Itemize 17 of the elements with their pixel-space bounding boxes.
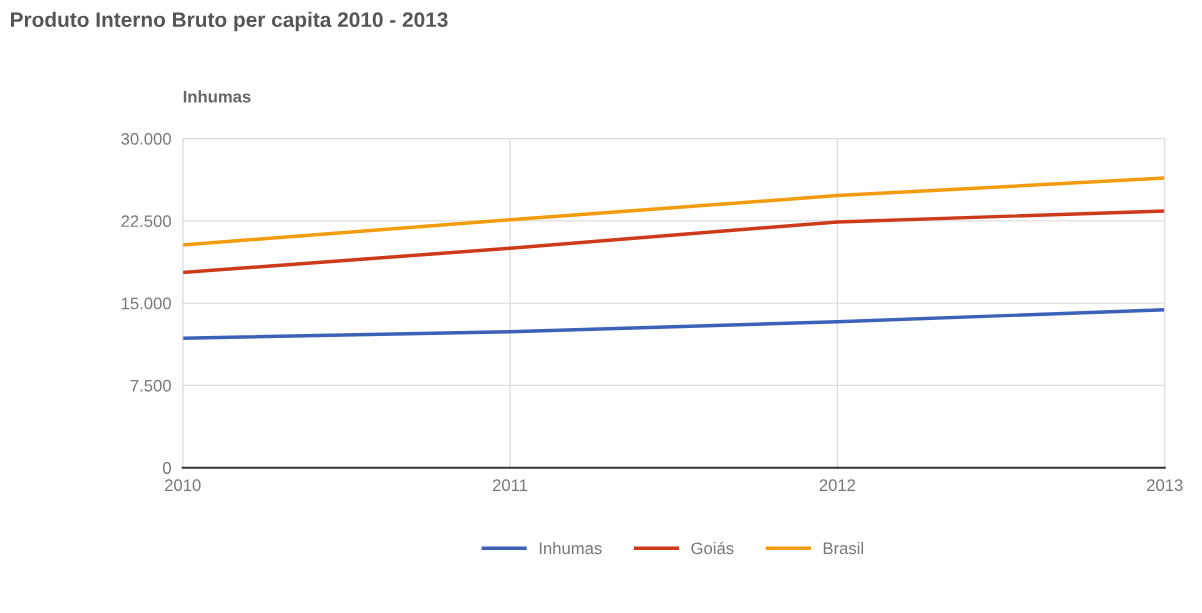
- legend-label: Inhumas: [539, 541, 602, 555]
- chart-subtitle: Inhumas: [183, 90, 251, 103]
- line-series: [182, 176, 1165, 247]
- line-series: [182, 307, 1165, 340]
- y-tick-label: 0: [162, 462, 171, 474]
- legend-label: Goiás: [691, 541, 734, 555]
- y-tick-label: 30.000: [121, 132, 171, 145]
- y-tick-label: 22.500: [121, 215, 171, 228]
- x-tick-label: 2012: [819, 479, 856, 492]
- x-tick-label: 2011: [492, 479, 528, 492]
- line-series: [182, 209, 1165, 275]
- x-tick-label: 2013: [1147, 479, 1183, 492]
- legend-label: Brasil: [823, 541, 864, 555]
- chart-title: Produto Interno Bruto per capita 2010 - 2013: [11, 11, 448, 32]
- x-tick-label: 2010: [165, 479, 201, 492]
- y-tick-label: 7.500: [130, 379, 171, 392]
- y-tick-label: 15.000: [121, 297, 171, 310]
